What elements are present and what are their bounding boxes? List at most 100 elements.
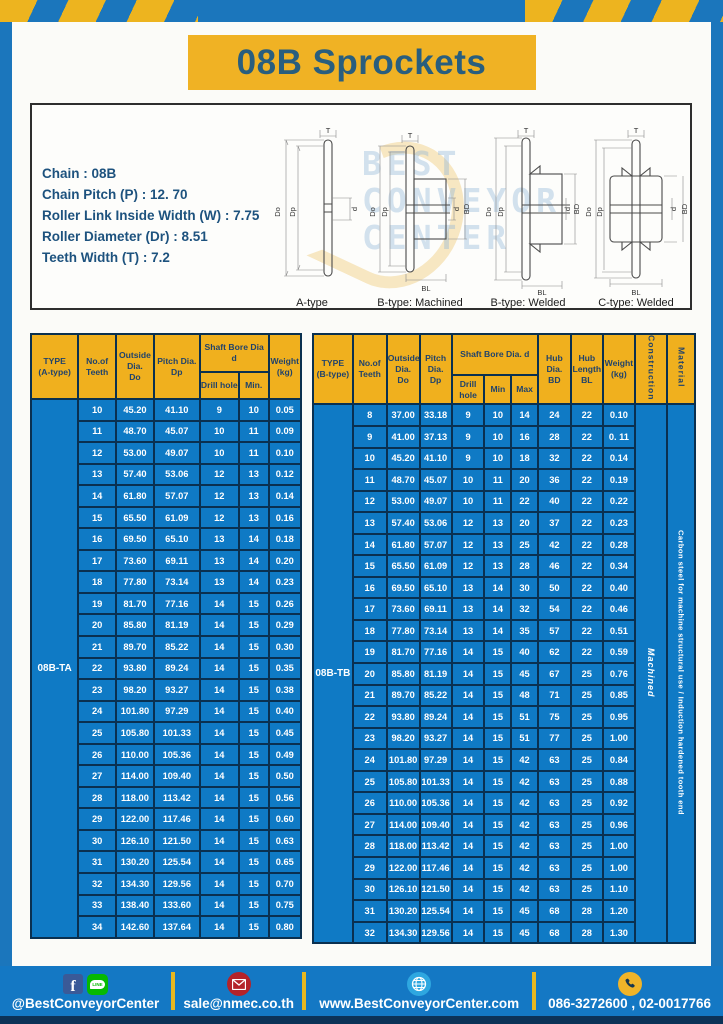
header-drill-hole: Drill hole [450,374,486,406]
table-cell: 0.85 [601,683,636,708]
table-cell: 77.80 [385,618,421,643]
table-cell: 51 [510,705,539,729]
table-cell: 25 [569,662,604,686]
table-cell: 32 [536,446,572,471]
table-cell: 15 [237,785,270,810]
table-cell: 14 [450,920,486,945]
table-cell: 45.20 [385,446,421,471]
table-cell: 25 [569,855,604,880]
footer-website: www.BestConveyorCenter.com [306,966,532,1016]
table-cell: 93.27 [152,678,201,702]
table-row: 23 98.20 93.27 14 15 51 77 25 1.00 [313,726,695,751]
table-cell: 28 [536,425,572,449]
table-cell: 23 [77,678,118,702]
table-cell: 0.23 [267,570,303,594]
table-row: 10 45.20 41.10 9 10 18 32 22 0.14 [313,446,695,471]
svg-text:BD: BD [462,203,471,214]
table-cell: 28 [77,785,118,810]
table-cell: 14 [237,570,270,594]
table-cell: 13 [450,618,486,643]
table-cell: 14 [237,548,270,573]
table-cell: 14 [483,618,513,643]
table-cell: 93.27 [418,726,453,751]
table-cell: 1.00 [601,855,636,880]
table-row: 11 48.70 45.07 10 11 0.09 [31,419,303,444]
table-cell: 63 [536,834,572,858]
material-cell: Carbon steel for machine structural use … [666,403,696,945]
table-cell: 36 [536,468,572,492]
table-cell: 1.00 [601,726,636,751]
table-cell: 16 [351,575,388,600]
table-row: 31 130.20 125.54 14 15 0.65 [31,850,303,875]
table-cell: 89.24 [418,705,453,729]
table-cell: 129.56 [418,920,453,945]
table-cell: 114.00 [115,764,155,788]
table-cell: 23 [351,726,388,751]
table-cell: 105.36 [152,742,201,767]
table-cell: 11 [237,441,270,465]
table-cell: 14 [483,597,513,621]
table-cell: 20 [351,662,388,686]
svg-text:BL: BL [631,288,640,296]
footer-phone: 086-3272600 , 02-0017766 [536,966,723,1016]
table-cell: 15 [237,635,270,659]
table-cell: 19 [77,591,118,616]
table-cell: 81.19 [418,662,453,686]
table-cell: 0.14 [601,446,636,471]
header-shaft-bore: Shaft Bore Dia. d [450,332,539,377]
table-cell: 57 [536,618,572,643]
table-cell: 63 [536,791,572,815]
table-cell: 0.12 [267,462,303,487]
table-cell: 0.35 [267,656,303,681]
table-cell: 42 [536,532,572,557]
social-handle: @BestConveyorCenter [11,996,160,1011]
table-cell: 15 [483,640,513,665]
table-cell: 25 [351,769,388,794]
table-cell: 14 [198,678,240,702]
table-cell: 40 [510,640,539,665]
table-cell: 68 [536,920,572,945]
svg-text:T: T [634,126,639,135]
figure-label: A-type [296,297,328,309]
table-cell: 37.13 [418,425,453,449]
table-cell: 67 [536,662,572,686]
table-cell: 15 [483,877,513,902]
table-cell: 110.00 [385,791,421,815]
table-cell: 14 [450,640,486,665]
watermark-line: CENTER [362,218,512,257]
table-cell: 65.10 [152,527,201,551]
table-cell: 17 [351,597,388,621]
table-row: 18 77.80 73.14 13 14 0.23 [31,570,303,594]
table-row: 19 81.70 77.16 14 15 40 62 22 0.59 [313,640,695,665]
table-cell: 12 [450,532,486,557]
email-icon [226,972,251,996]
table-row: 22 93.80 89.24 14 15 51 75 25 0.95 [313,705,695,729]
table-cell: 126.10 [385,877,421,902]
table-cell: 15 [237,807,270,831]
table-cell: 15 [483,748,513,772]
table-cell: 10 [450,489,486,514]
table-cell: 15 [483,662,513,686]
table-cell: 14 [198,591,240,616]
table-cell: 63 [536,812,572,837]
table-cell: 14 [510,403,539,427]
table-cell: 121.50 [418,877,453,902]
table-row: 30 126.10 121.50 14 15 42 63 25 1.10 [313,877,695,902]
table-cell: 25 [569,791,604,815]
table-cell: 68 [536,899,572,923]
table-cell: 9 [450,446,486,471]
table-cell: 41.10 [418,446,453,471]
table-cell: 122.00 [385,855,421,880]
table-cell: 15 [237,915,270,939]
header-construction: Construction [633,332,669,406]
table-cell: 20 [510,468,539,492]
table-cell: 50 [536,575,572,600]
c-type-welded-drawing: T Do Dp d [584,126,688,296]
table-row: 14 61.80 57.07 12 13 25 42 22 0.28 [313,532,695,557]
table-cell: 10 [198,441,240,465]
svg-text:Dp: Dp [595,207,604,217]
table-cell: 22 [569,489,604,514]
table-cell: 14 [198,635,240,659]
table-cell: 53.00 [115,441,155,465]
